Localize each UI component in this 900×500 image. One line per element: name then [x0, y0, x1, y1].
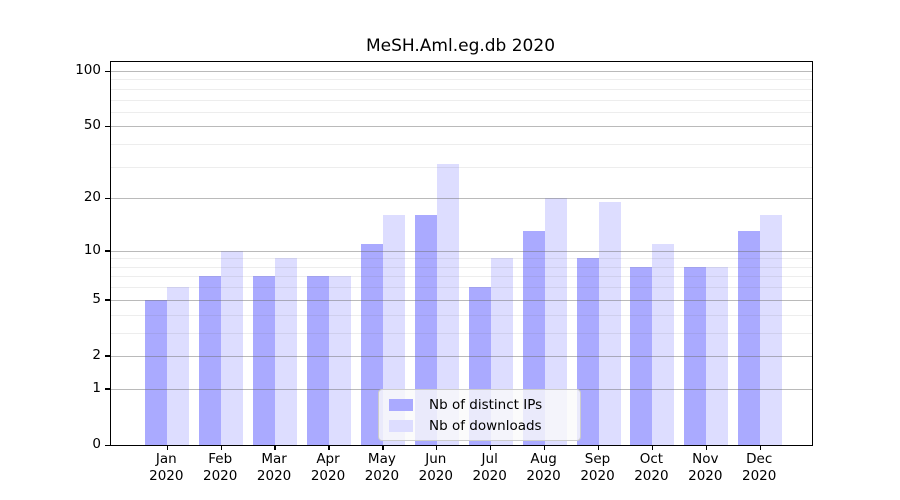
bar-downloads-jan-2020 [167, 287, 190, 445]
x-tick-feb-2020 [220, 445, 222, 450]
legend: Nb of distinct IPs Nb of downloads [378, 389, 581, 441]
bar-downloads-jun-2020 [436, 164, 459, 445]
bar-downloads-oct-2020 [652, 243, 675, 445]
legend-swatch-distinct-ips [389, 398, 413, 411]
x-tick-jan-2020 [166, 445, 168, 450]
bar-distinct-ips-nov-2020 [684, 266, 707, 445]
bar-distinct-ips-feb-2020 [199, 276, 222, 445]
axis-layer [105, 62, 812, 450]
bar-distinct-ips-jun-2020 [414, 215, 437, 445]
x-tick-label-feb-2020: Feb 2020 [203, 451, 238, 484]
bar-downloads-nov-2020 [706, 266, 729, 445]
bar-downloads-sep-2020 [598, 202, 621, 445]
legend-label-distinct-ips: Nb of distinct IPs [429, 396, 543, 413]
y-tick-20 [105, 197, 111, 200]
x-tick-label-sep-2020: Sep 2020 [580, 451, 615, 484]
bar-distinct-ips-dec-2020 [738, 231, 761, 445]
bar-distinct-ips-jan-2020 [145, 299, 168, 445]
x-tick-dec-2020 [759, 445, 761, 450]
y-tick-label-1: 1 [92, 379, 101, 396]
x-tick-jul-2020 [490, 445, 492, 450]
x-tick-label-oct-2020: Oct 2020 [634, 451, 669, 484]
y-tick-1 [105, 388, 111, 390]
x-tick-label-apr-2020: Apr 2020 [310, 451, 346, 484]
y-tick-label-2: 2 [92, 346, 101, 363]
x-tick-label-mar-2020: Mar 2020 [256, 451, 292, 484]
y-tick-5 [105, 299, 111, 301]
bar-distinct-ips-sep-2020 [576, 258, 599, 445]
y-tick-50 [105, 125, 111, 128]
bar-downloads-aug-2020 [544, 198, 567, 445]
y-tick-10 [105, 250, 111, 252]
x-tick-label-jan-2020: Jan 2020 [149, 451, 184, 484]
bar-distinct-ips-may-2020 [360, 243, 383, 445]
bar-distinct-ips-apr-2020 [307, 276, 329, 445]
chart-title: MeSH.Aml.eg.db 2020 [365, 36, 556, 56]
x-tick-sep-2020 [597, 445, 600, 450]
y-tick-label-20: 20 [83, 189, 101, 206]
x-tick-label-may-2020: May 2020 [364, 451, 400, 484]
x-tick-may-2020 [382, 445, 384, 450]
y-tick-label-100: 100 [75, 62, 101, 78]
legend-item-distinct-ips: Nb of distinct IPs [387, 396, 572, 413]
y-tick-2 [105, 355, 111, 357]
legend-label-downloads: Nb of downloads [429, 417, 542, 434]
x-tick-label-jun-2020: Jun 2020 [418, 451, 453, 484]
legend-swatch-downloads [389, 419, 413, 432]
x-tick-jun-2020 [436, 445, 438, 450]
bar-distinct-ips-mar-2020 [253, 276, 276, 445]
plot-area: Nb of distinct IPs Nb of downloads [105, 61, 813, 450]
y-tick-0 [105, 444, 111, 446]
bar-downloads-feb-2020 [221, 250, 244, 445]
x-tick-apr-2020 [328, 445, 330, 450]
y-tick-label-5: 5 [92, 290, 101, 307]
x-tick-aug-2020 [543, 445, 546, 450]
bar-downloads-apr-2020 [329, 276, 351, 445]
x-tick-oct-2020 [651, 445, 654, 450]
x-tick-label-jul-2020: Jul 2020 [472, 451, 507, 484]
y-tick-100 [105, 70, 111, 72]
bar-distinct-ips-oct-2020 [630, 266, 653, 445]
bar-downloads-may-2020 [382, 215, 405, 445]
legend-item-downloads: Nb of downloads [387, 417, 572, 434]
x-tick-mar-2020 [274, 445, 276, 450]
y-tick-label-10: 10 [83, 241, 101, 258]
bar-downloads-mar-2020 [275, 258, 298, 445]
x-tick-nov-2020 [705, 445, 707, 450]
x-tick-label-dec-2020: Dec 2020 [742, 451, 777, 484]
bar-downloads-dec-2020 [760, 215, 783, 445]
y-tick-label-0: 0 [92, 436, 101, 452]
x-tick-label-aug-2020: Aug 2020 [526, 451, 561, 484]
x-tick-label-nov-2020: Nov 2020 [688, 451, 723, 484]
y-tick-label-50: 50 [83, 117, 101, 134]
